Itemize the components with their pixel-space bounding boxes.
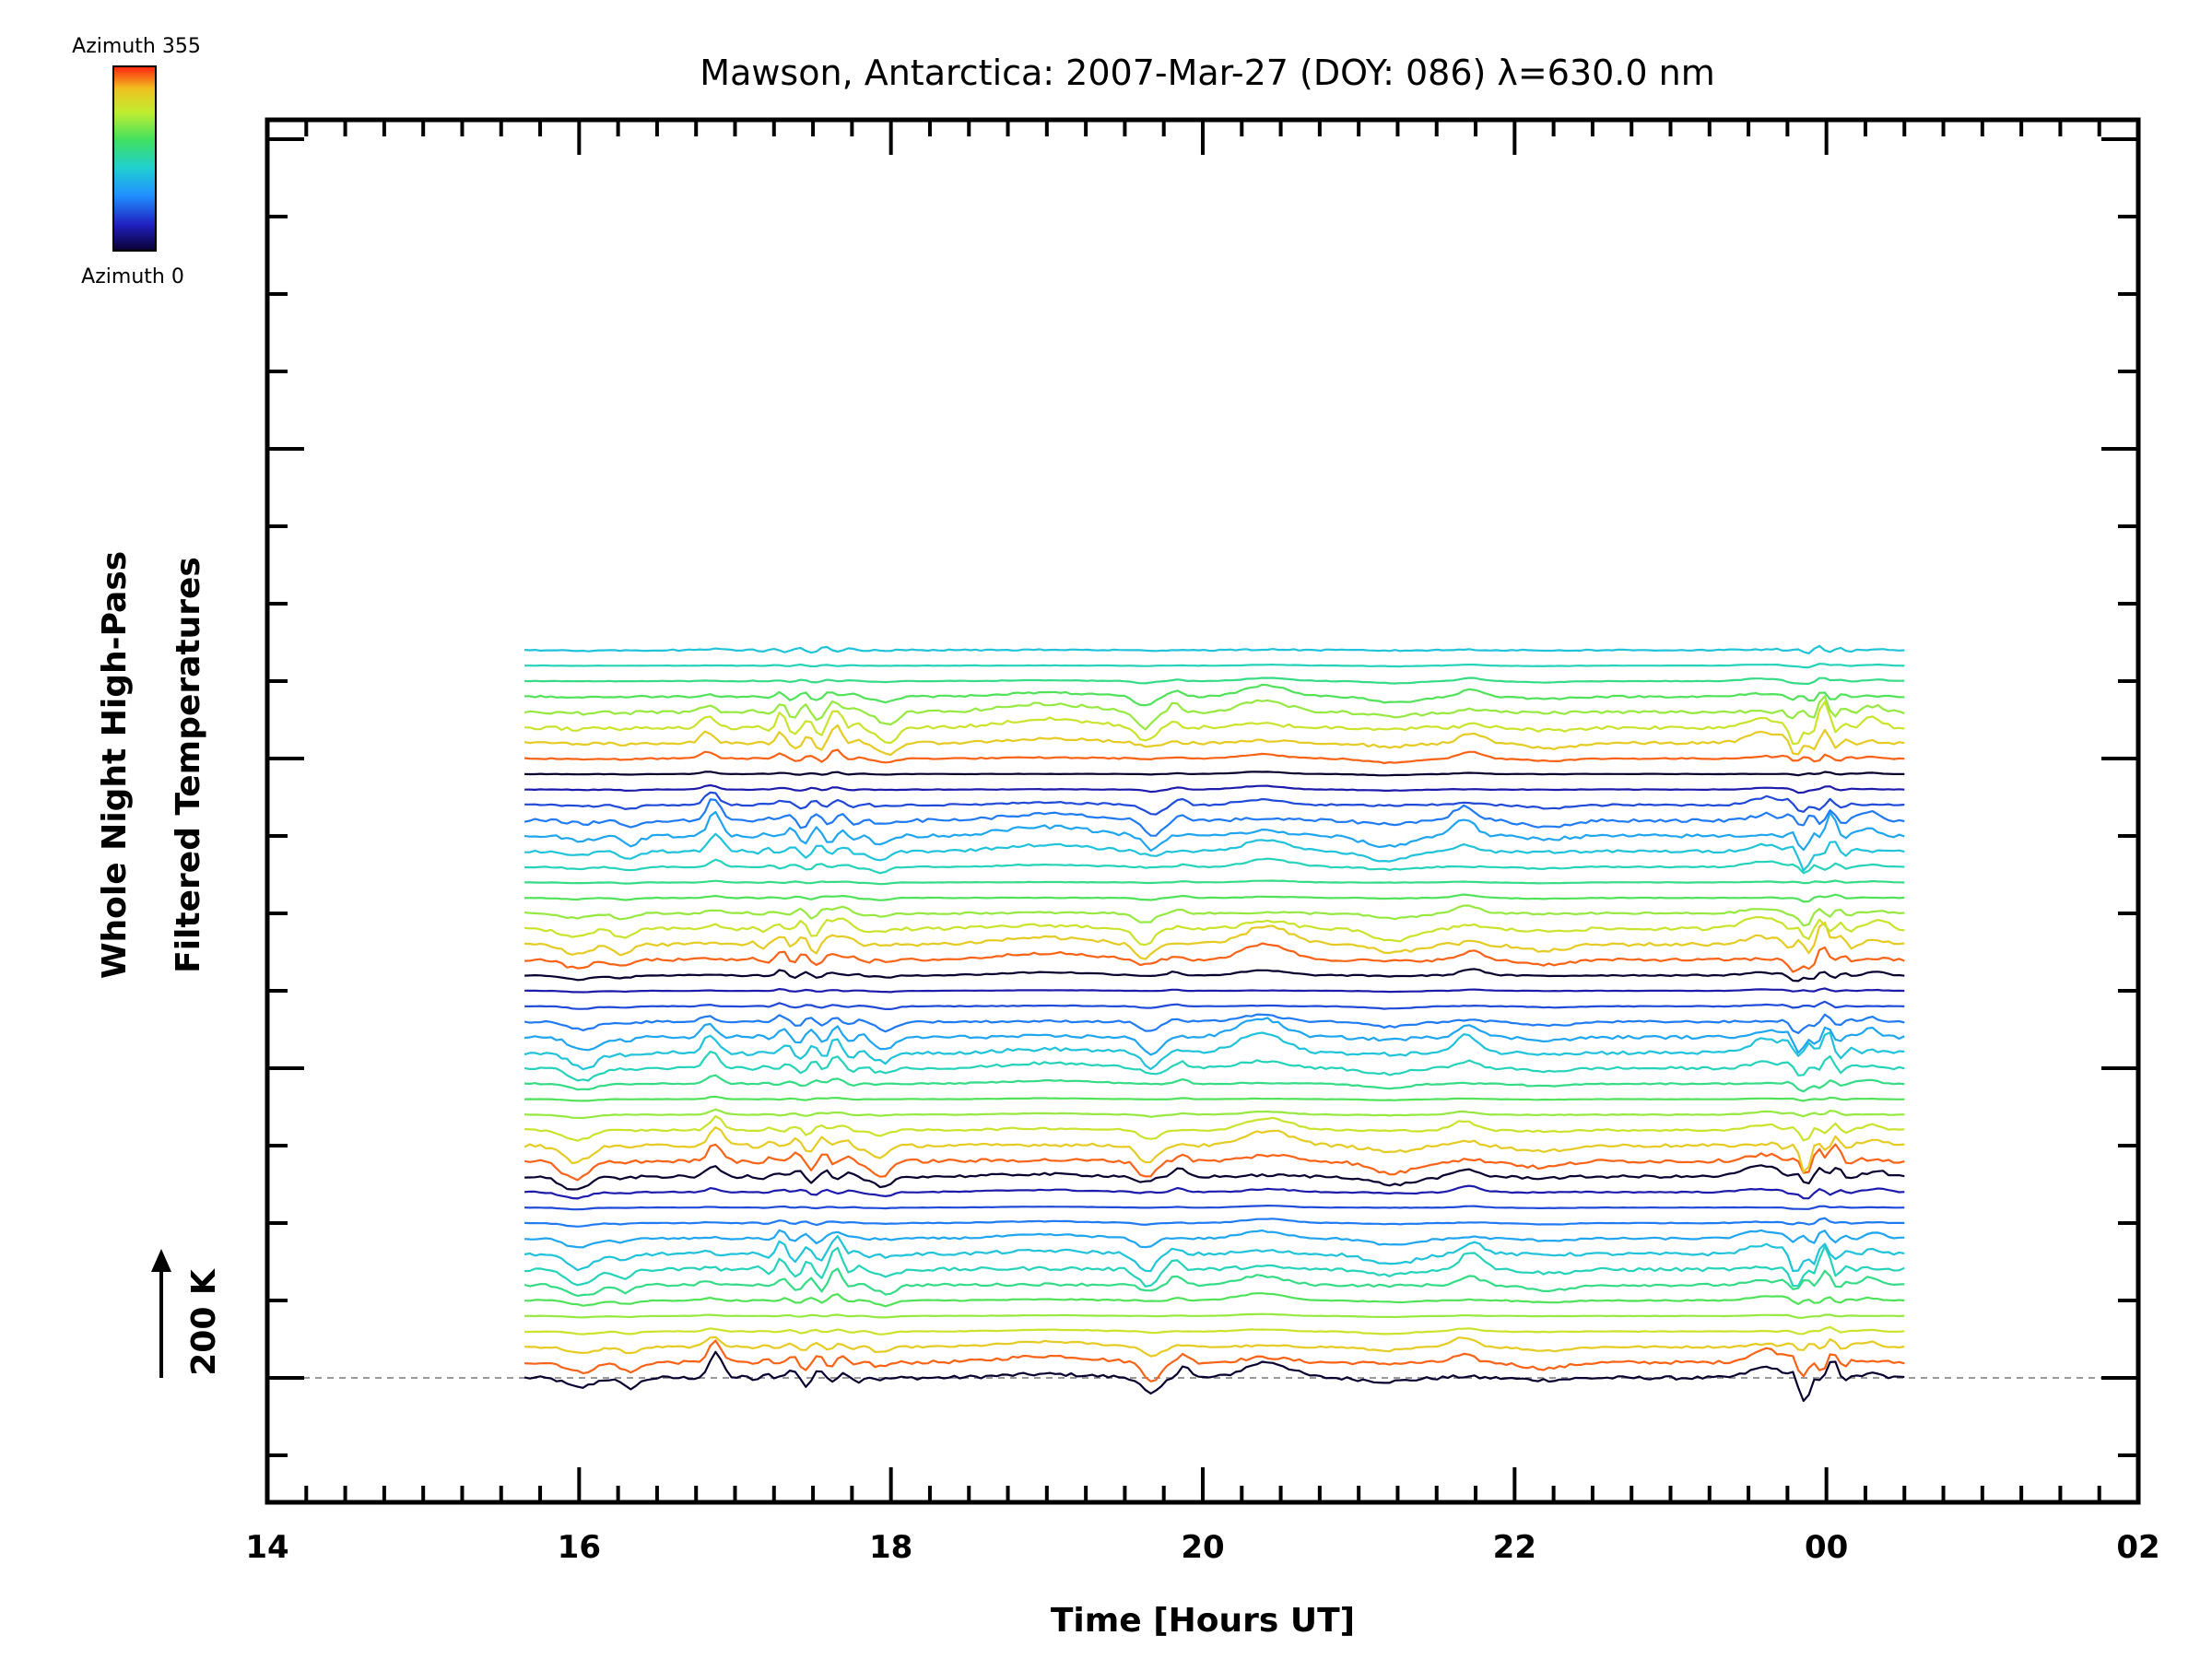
series-line	[524, 695, 1905, 731]
series-line	[524, 1017, 1905, 1056]
x-tick-label: 18	[869, 1529, 912, 1566]
scale-arrow-head	[151, 1249, 171, 1272]
series-line	[524, 791, 1905, 816]
series-line	[524, 677, 1905, 685]
series-line	[524, 879, 1905, 886]
series-line	[524, 700, 1905, 746]
series-line	[524, 857, 1905, 875]
series-line	[524, 798, 1905, 837]
series-line	[524, 1000, 1905, 1010]
y-axis-label-line2: Filtered Temperatures	[170, 557, 207, 973]
series-line	[524, 1235, 1905, 1273]
series-line	[524, 1335, 1905, 1358]
x-tick-label: 16	[558, 1529, 601, 1566]
series-line	[524, 968, 1905, 982]
colorbar-bottom-label: Azimuth 0	[81, 265, 184, 288]
x-tick-label: 00	[1805, 1529, 1848, 1566]
series-line	[524, 1074, 1905, 1093]
series-line	[524, 1143, 1905, 1182]
series-line	[524, 1095, 1905, 1102]
plot-frame	[265, 117, 2141, 1505]
x-tick-label: 22	[1493, 1529, 1536, 1566]
series-line	[524, 1164, 1905, 1191]
series-line	[524, 810, 1905, 852]
series-line	[524, 1108, 1905, 1120]
series-line	[524, 663, 1905, 669]
series-group	[524, 644, 1905, 1403]
series-line	[524, 1013, 1905, 1034]
x-tick-label: 02	[2116, 1529, 2159, 1566]
y-axis-label-line1: Whole Night High-Pass	[96, 551, 134, 979]
series-line	[524, 1051, 1905, 1082]
series-line	[524, 942, 1905, 973]
series-line	[524, 1245, 1905, 1288]
x-tick-label: 20	[1181, 1529, 1224, 1566]
series-line	[524, 644, 1905, 654]
series-line	[524, 748, 1905, 765]
series-line	[524, 783, 1905, 794]
series-line	[524, 771, 1905, 777]
series-line	[524, 1350, 1905, 1403]
scale-label: 200 K	[185, 1268, 223, 1376]
series-line	[524, 1126, 1905, 1173]
x-axis-label: Time [Hours UT]	[1051, 1602, 1355, 1640]
series-line	[524, 1339, 1905, 1382]
series-line	[524, 1184, 1905, 1200]
series-line	[524, 1114, 1905, 1142]
x-tick-labels: 14 16 18 20 22 00 02	[245, 1529, 2159, 1566]
series-line	[524, 832, 1905, 872]
series-line	[524, 1267, 1905, 1298]
series-line	[524, 1292, 1905, 1308]
chart-title: Mawson, Antarctica: 2007-Mar-27 (DOY: 08…	[700, 53, 1714, 93]
series-line	[524, 1312, 1905, 1319]
series-line	[524, 1217, 1905, 1228]
series-line	[524, 916, 1905, 947]
series-line	[524, 683, 1905, 707]
series-line	[524, 1325, 1905, 1335]
colorbar	[112, 65, 157, 252]
series-line	[524, 987, 1905, 994]
x-tick-label: 14	[245, 1529, 288, 1566]
series-line	[524, 724, 1905, 757]
colorbar-top-label: Azimuth 355	[72, 35, 201, 58]
series-line	[524, 1205, 1905, 1211]
series-line	[524, 921, 1905, 960]
series-line	[524, 1229, 1905, 1249]
series-line	[524, 904, 1905, 927]
x-ticks	[265, 120, 2140, 1502]
series-line	[524, 893, 1905, 903]
series-line	[524, 1031, 1905, 1071]
y-ticks	[267, 137, 2138, 1457]
